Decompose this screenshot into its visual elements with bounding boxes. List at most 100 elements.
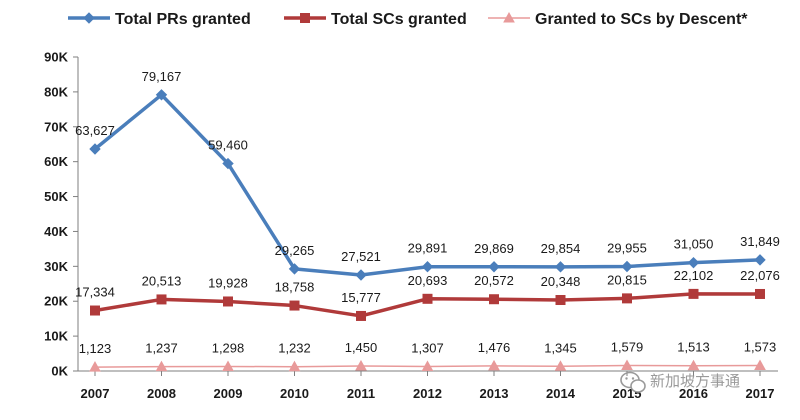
x-tick-label: 2010 (280, 386, 309, 401)
x-tick-label: 2012 (413, 386, 442, 401)
data-point (687, 359, 700, 371)
data-point (155, 360, 168, 372)
y-tick-label: 20K (44, 294, 68, 309)
data-label: 29,955 (607, 240, 647, 255)
data-point (488, 359, 500, 371)
y-tick-label: 90K (44, 50, 68, 65)
data-label: 20,513 (142, 273, 182, 288)
x-tick-label: 2008 (147, 386, 176, 401)
watermark-text: 新加坡方事通 (650, 372, 740, 390)
data-label: 31,050 (674, 237, 714, 252)
data-point (288, 263, 301, 275)
series-1 (89, 89, 766, 281)
data-point (622, 293, 632, 304)
data-point (754, 359, 766, 371)
data-label: 1,123 (79, 341, 112, 356)
y-tick-label: 0K (51, 364, 68, 379)
y-tick-label: 60K (44, 154, 68, 169)
data-label: 31,849 (740, 234, 780, 249)
data-label: 29,869 (474, 241, 514, 256)
data-point (90, 305, 100, 316)
data-label: 15,777 (341, 290, 381, 305)
data-label: 1,307 (411, 340, 444, 355)
x-tick-label: 2014 (546, 386, 576, 401)
chart-axes: 0K 10K 20K 30K 40K 50K 60K 70K 80K 90K 2007 2008 200… (44, 50, 778, 401)
data-label: 20,348 (541, 274, 581, 289)
data-label: 22,076 (740, 268, 780, 283)
data-point (555, 295, 566, 306)
legend-label: Total PRs granted (115, 11, 251, 28)
data-label: 22,102 (674, 268, 714, 283)
y-tick-label: 10K (44, 329, 68, 344)
data-point (223, 296, 233, 307)
data-point (289, 300, 300, 311)
legend-label: Granted to SCs by Descent* (535, 11, 748, 28)
data-point (421, 261, 434, 273)
data-point (89, 361, 101, 372)
data-label: 1,345 (544, 340, 577, 355)
data-label: 1,298 (212, 340, 245, 355)
data-label: 1,450 (345, 340, 378, 355)
legend-swatch-marker (300, 13, 310, 23)
data-label: 29,265 (275, 243, 315, 258)
data-label: 63,627 (75, 123, 115, 138)
data-point (621, 260, 633, 273)
x-tick-label: 2016 (679, 386, 708, 401)
chart-legend: Total PRs granted Total SCs granted Grante… (68, 11, 748, 28)
data-point (89, 143, 101, 155)
data-point (355, 359, 367, 371)
data-point (421, 360, 434, 371)
data-point (355, 269, 367, 281)
legend-swatch-marker (83, 12, 95, 24)
data-label: 1,476 (478, 340, 511, 355)
data-point (621, 359, 633, 370)
watermark: 新加坡方事通 (620, 371, 740, 393)
data-label: 1,237 (145, 341, 178, 356)
data-point (222, 360, 234, 371)
series-2 (90, 288, 765, 321)
data-label: 17,334 (75, 285, 115, 300)
data-label: 29,891 (408, 241, 448, 256)
data-point (554, 261, 567, 273)
wechat-icon (620, 371, 646, 393)
data-point (687, 256, 700, 269)
data-point (155, 89, 168, 101)
data-labels-layer: 63,627 79,167 59,460 29,265 27,521 29,891 29,8… (75, 69, 780, 356)
y-tick-label: 70K (44, 119, 68, 134)
data-label: 29,854 (541, 241, 581, 256)
series-layer (89, 89, 766, 372)
data-label: 20,815 (607, 272, 647, 287)
x-tick-label: 2013 (480, 386, 509, 401)
data-label: 20,693 (408, 273, 448, 288)
legend-swatch-marker (503, 11, 515, 23)
data-point (688, 288, 699, 299)
data-point (288, 360, 301, 372)
data-label: 18,758 (275, 280, 315, 295)
data-label: 20,572 (474, 273, 514, 288)
data-point (356, 310, 366, 321)
data-label: 1,579 (611, 339, 644, 354)
data-label: 1,513 (677, 340, 710, 355)
x-tick-label: 2009 (214, 386, 243, 401)
data-label: 1,573 (744, 340, 777, 355)
data-point (222, 157, 234, 170)
legend-item-2: Total SCs granted (284, 11, 467, 28)
data-point (489, 294, 499, 305)
data-label: 59,460 (208, 138, 248, 153)
legend-item-1: Total PRs granted (68, 11, 251, 28)
data-label: 19,928 (208, 275, 248, 290)
y-tick-label: 30K (44, 259, 68, 274)
series-3 (89, 359, 766, 372)
x-tick-label: 2011 (347, 386, 375, 401)
y-tick-label: 50K (44, 189, 68, 204)
data-point (554, 360, 567, 371)
data-point (755, 288, 765, 299)
y-tick-label: 40K (44, 224, 68, 239)
data-label: 1,232 (278, 341, 311, 356)
data-point (156, 294, 167, 305)
data-point (754, 254, 766, 266)
data-label: 27,521 (341, 249, 381, 264)
data-label: 79,167 (142, 69, 182, 84)
legend-label: Total SCs granted (331, 11, 467, 28)
